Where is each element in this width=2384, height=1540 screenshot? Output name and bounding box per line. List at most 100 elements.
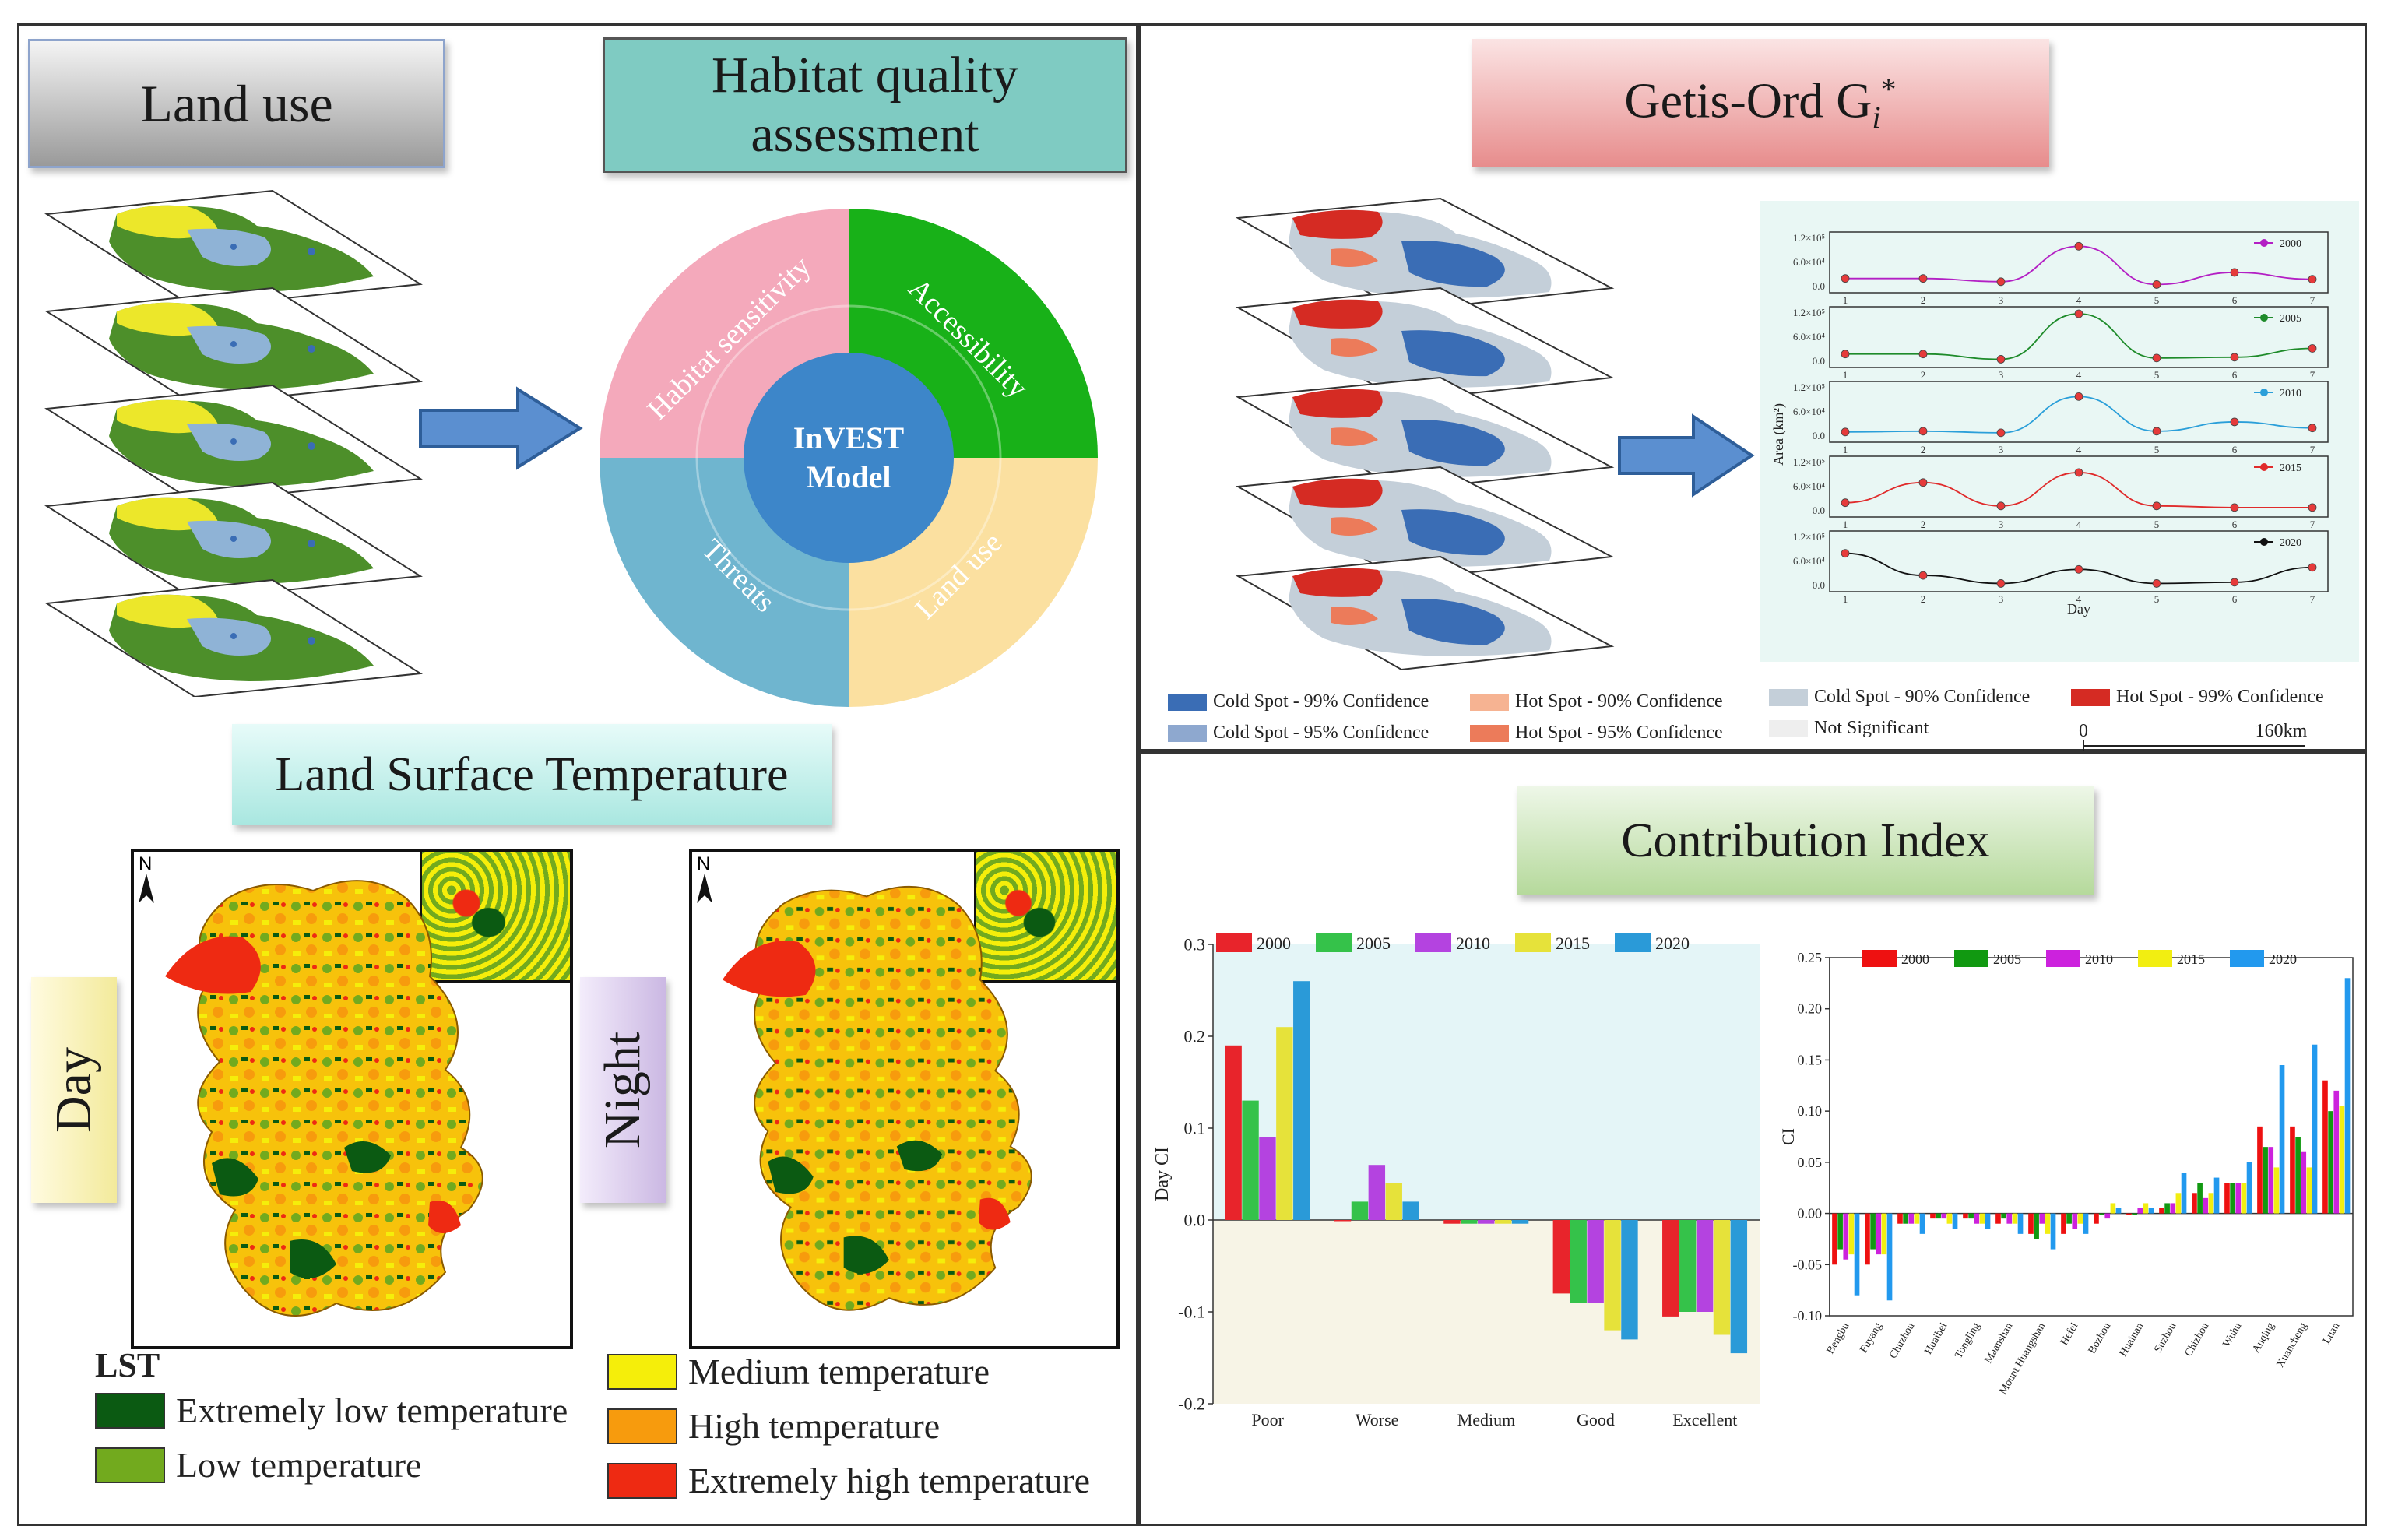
data-point xyxy=(2152,501,2161,511)
lst-title-box: Land Surface Temperature xyxy=(232,724,832,825)
night-lst-map: N xyxy=(689,849,1120,1349)
y-tick-label: 6.0×10⁴ xyxy=(1793,256,1826,268)
contribution-title: Contribution Index xyxy=(1621,814,1990,867)
bar-2005 xyxy=(1570,1220,1587,1303)
y-tick-label: 0.1 xyxy=(1184,1118,1206,1137)
x-tick-label: 7 xyxy=(2310,369,2315,381)
plot-frame xyxy=(1829,957,2354,1317)
bar-2020 xyxy=(2344,978,2351,1214)
y-tick-label: 0.20 xyxy=(1798,1001,1823,1017)
legend-swatch xyxy=(1316,933,1352,952)
legend-label: 2000 xyxy=(1257,933,1291,953)
x-tick-label: 5 xyxy=(2154,593,2160,605)
bar-2010 xyxy=(2006,1213,2013,1224)
bar-2005 xyxy=(2230,1183,2235,1214)
bar-2000 xyxy=(1334,1220,1352,1222)
y-tick-label: 0.3 xyxy=(1184,934,1206,954)
bar-2010 xyxy=(1908,1213,1915,1224)
bar-2005 xyxy=(1968,1213,1974,1219)
x-tick-label: 6 xyxy=(2232,593,2238,605)
legend-label: Hot Spot - 90% Confidence xyxy=(1515,691,1723,712)
bar-2020 xyxy=(1511,1220,1529,1224)
data-point xyxy=(2230,503,2239,512)
category-label: Bengbu xyxy=(1825,1321,1852,1356)
data-point xyxy=(1841,498,1850,508)
wheel-center xyxy=(744,353,954,563)
getis-legend-item: Not Significant xyxy=(1769,718,1929,739)
legend-label: 2020 xyxy=(2269,951,2297,967)
y-tick-label: -0.05 xyxy=(1793,1257,1823,1272)
category-label: Excellent xyxy=(1672,1410,1737,1429)
x-tick-label: 2 xyxy=(1921,294,1926,306)
x-axis-label: Day xyxy=(2067,601,2090,617)
bar-2010 xyxy=(2301,1151,2307,1214)
scale-bar: 0 160km xyxy=(2079,721,2308,751)
hotspot-area-line-chart: 0.0 6.0×10⁴ 1.2×10⁵ 1 2 3 4 5 6 7 2000 0.0 6.0×10⁴ 1.… xyxy=(1760,201,2359,662)
bar-2005 xyxy=(1837,1213,1843,1250)
bar-2020 xyxy=(2050,1213,2056,1250)
data-point xyxy=(1918,274,1928,283)
bar-2020 xyxy=(2017,1213,2024,1234)
legend-swatch xyxy=(1954,950,1988,967)
north-arrow-label-night: N xyxy=(697,853,711,874)
lst-legend-item: Extremely high temperature xyxy=(607,1460,1090,1501)
y-tick-label: -0.2 xyxy=(1178,1394,1205,1413)
bar-2010 xyxy=(1843,1213,1849,1260)
north-arrow-icon xyxy=(139,874,154,903)
getis-legend-item: Hot Spot - 95% Confidence xyxy=(1470,723,1723,744)
bar-2015 xyxy=(2241,1183,2247,1214)
day-ci-bar-chart: -0.2 -0.1 0.0 0.1 0.2 0.3 Poor Worse Medium Good E… xyxy=(1152,933,1760,1429)
bar-2020 xyxy=(2181,1173,2187,1214)
bar-2005 xyxy=(1936,1213,1941,1219)
category-label: Bozhou xyxy=(2087,1321,2114,1356)
bar-2005 xyxy=(1351,1201,1369,1220)
x-tick-label: 4 xyxy=(2076,444,2082,455)
x-tick-label: 5 xyxy=(2154,294,2160,306)
day-province-shape xyxy=(165,880,483,1317)
bar-2010 xyxy=(1696,1220,1714,1312)
data-point xyxy=(2074,564,2083,574)
getis-legend-item: Hot Spot - 90% Confidence xyxy=(1470,691,1723,712)
bar-2010 xyxy=(1259,1137,1276,1220)
legend-label: Low temperature xyxy=(176,1445,422,1485)
bar-2020 xyxy=(1952,1213,1958,1229)
city-ci-bar-chart: -0.10 -0.05 0.00 0.05 0.10 0.15 0.20 0.25 Bengbu… xyxy=(1778,950,2354,1397)
x-tick-label: 7 xyxy=(2310,444,2315,455)
x-tick-label: 5 xyxy=(2154,519,2160,530)
bar-2000 xyxy=(1897,1213,1903,1224)
category-label: Medium xyxy=(1457,1410,1516,1429)
scale-end: 160km xyxy=(2256,721,2308,741)
getis-legend-item: Cold Spot - 99% Confidence xyxy=(1168,691,1429,712)
category-label: Huaibei xyxy=(1922,1320,1950,1356)
legend-swatch xyxy=(1470,724,1509,742)
legend-label: Not Significant xyxy=(1814,718,1929,738)
legend-label: Hot Spot - 99% Confidence xyxy=(2116,687,2324,707)
bar-2010 xyxy=(1478,1220,1495,1224)
legend-swatch xyxy=(2046,950,2080,967)
y-tick-label: 0.15 xyxy=(1798,1052,1823,1067)
data-point xyxy=(1918,350,1928,359)
data-point xyxy=(1918,478,1928,487)
data-point xyxy=(2074,309,2083,318)
legend-marker xyxy=(2260,314,2268,322)
bar-2020 xyxy=(2246,1162,2252,1214)
legend-label: 2015 xyxy=(2177,951,2205,967)
bar-2020 xyxy=(1402,1201,1419,1220)
habitat-title-box: Habitat quality assessment xyxy=(603,37,1127,173)
bar-2005 xyxy=(1679,1220,1697,1312)
panel-frame xyxy=(1829,306,2329,368)
legend-label: Hot Spot - 95% Confidence xyxy=(1515,723,1723,743)
data-point xyxy=(2152,280,2161,289)
bar-2005 xyxy=(1870,1213,1876,1250)
category-label: Tongling xyxy=(1953,1321,1982,1361)
legend-label: 2020 xyxy=(1655,933,1690,953)
legend-label: High temperature xyxy=(688,1406,941,1446)
getis-title-sub: i xyxy=(1872,100,1881,135)
data-point xyxy=(1996,428,2006,438)
legend-swatch xyxy=(607,1408,677,1444)
bar-2000 xyxy=(1443,1220,1461,1224)
data-point xyxy=(2230,353,2239,362)
land-use-title-box: Land use xyxy=(28,39,445,168)
data-point xyxy=(2074,241,2083,251)
bar-2015 xyxy=(1881,1213,1887,1255)
